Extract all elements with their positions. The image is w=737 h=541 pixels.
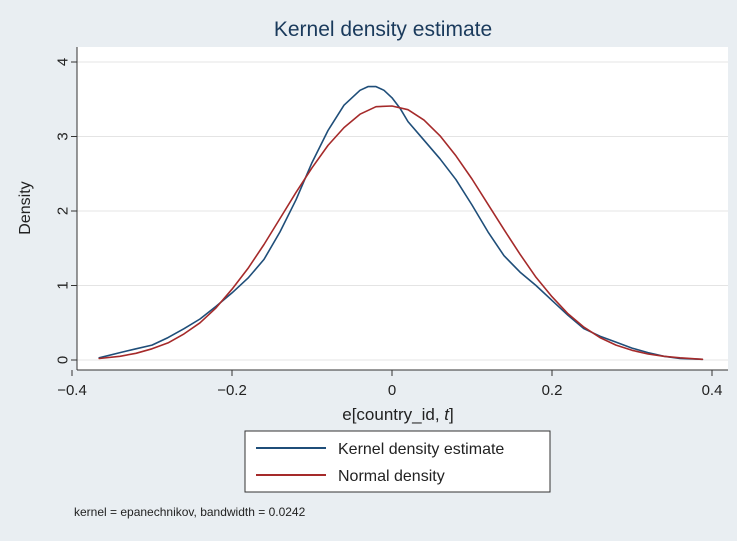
x-axis-label-part-3: ]: [449, 405, 454, 424]
chart-title: Kernel density estimate: [274, 18, 492, 41]
x-tick-label: −0.4: [57, 382, 87, 399]
x-tick-label: 0.4: [702, 382, 723, 399]
y-tick-label: 2: [55, 207, 72, 215]
x-axis-label-part-2: t: [444, 405, 450, 424]
legend-label-kernel: Kernel density estimate: [338, 441, 504, 458]
y-tick-label: 1: [55, 281, 72, 289]
grid-lines: [77, 61, 728, 361]
axis-ticks: 0 1 2 3 4 −0.4 −0.2 0 0.2 0.4: [55, 58, 723, 399]
y-tick-label: 3: [55, 132, 72, 140]
legend-label-normal: Normal density: [338, 468, 445, 485]
x-axis-label-part-1: e[country_id,: [342, 405, 444, 424]
y-axis-label: Density: [17, 181, 34, 234]
x-axis-label: e[country_id, t]: [342, 405, 454, 424]
x-tick-label: 0: [388, 382, 396, 399]
series-line-normal-density: [98, 105, 704, 361]
legend: Kernel density estimate Normal density: [244, 430, 551, 493]
kernel-note: kernel = epanechnikov, bandwidth = 0.024…: [74, 505, 306, 519]
x-tick-label: 0.2: [542, 382, 563, 399]
y-tick-label: 0: [55, 356, 72, 364]
legend-box: [244, 430, 551, 493]
series-lines: [98, 85, 704, 361]
axes: [76, 47, 728, 371]
y-tick-label: 4: [55, 58, 72, 66]
plot-area: [77, 47, 728, 370]
x-tick-label: −0.2: [217, 382, 247, 399]
